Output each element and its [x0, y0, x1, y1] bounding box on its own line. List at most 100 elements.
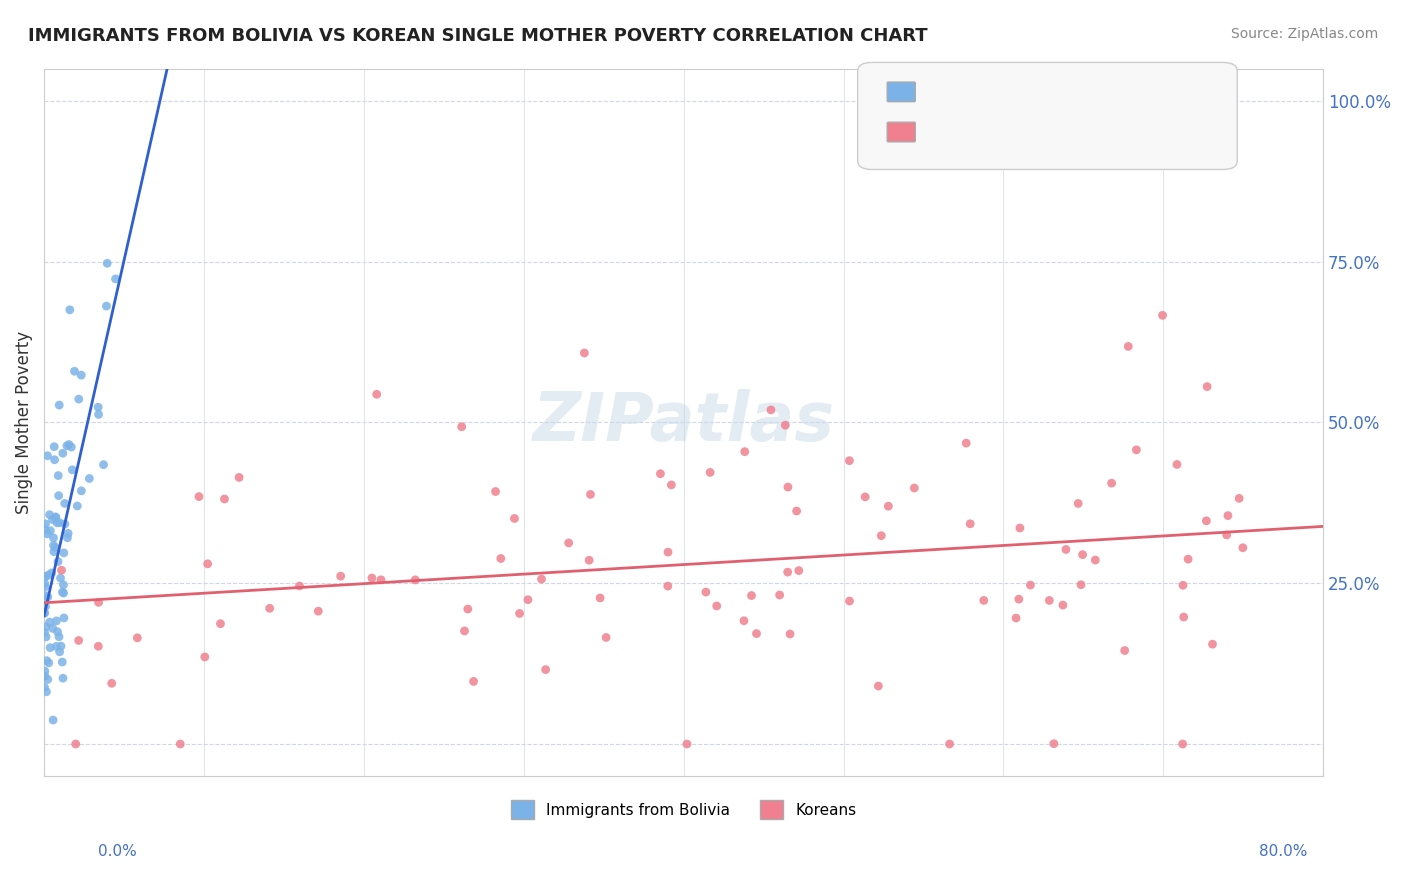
Text: IMMIGRANTS FROM BOLIVIA VS KOREAN SINGLE MOTHER POVERTY CORRELATION CHART: IMMIGRANTS FROM BOLIVIA VS KOREAN SINGLE…	[28, 27, 928, 45]
Point	[65, 737, 87, 751]
Point	[52, 611, 75, 625]
Point	[46, 555, 69, 569]
Point	[35, 569, 58, 583]
Point	[676, 737, 699, 751]
Point	[776, 480, 799, 494]
Point	[34, 681, 56, 695]
Point	[659, 478, 682, 492]
Point	[657, 579, 679, 593]
Point	[44, 440, 66, 454]
Point	[60, 463, 83, 477]
Point	[194, 650, 217, 665]
Point	[1114, 643, 1136, 657]
Point	[37, 590, 59, 604]
Point	[404, 573, 426, 587]
Point	[49, 639, 72, 653]
Point	[34, 580, 56, 594]
Point	[509, 607, 531, 621]
Point	[39, 524, 62, 538]
Point	[66, 499, 89, 513]
Point	[1005, 611, 1028, 625]
Point	[34, 606, 56, 620]
Point	[530, 572, 553, 586]
Point	[787, 564, 810, 578]
Point	[35, 589, 58, 603]
Point	[70, 483, 93, 498]
Point	[59, 302, 82, 317]
Point	[288, 579, 311, 593]
Point	[366, 387, 388, 401]
Point	[46, 516, 69, 530]
Point	[34, 669, 56, 683]
Point	[42, 531, 65, 545]
Point	[39, 640, 62, 655]
Point	[776, 565, 799, 579]
Point	[775, 418, 797, 433]
Point	[657, 545, 679, 559]
Point	[56, 526, 79, 541]
Point	[699, 466, 721, 480]
Point	[41, 566, 63, 580]
Point	[52, 671, 75, 685]
Point	[93, 458, 115, 472]
Text: 82: 82	[1069, 83, 1091, 101]
Point	[307, 604, 329, 618]
Point	[1195, 514, 1218, 528]
Point	[34, 620, 56, 634]
Text: 0.250: 0.250	[963, 123, 1015, 141]
Point	[67, 633, 90, 648]
Point	[733, 614, 755, 628]
Point	[1232, 541, 1254, 555]
Point	[955, 436, 977, 450]
Point	[56, 531, 79, 545]
Point	[853, 490, 876, 504]
Point	[87, 408, 110, 422]
Point	[959, 516, 981, 531]
Point	[38, 508, 60, 522]
Point	[52, 578, 75, 592]
Point	[48, 630, 70, 644]
Point	[35, 684, 58, 698]
Point	[34, 599, 56, 614]
Point	[870, 529, 893, 543]
Point	[1215, 528, 1237, 542]
Point	[557, 536, 579, 550]
Point	[56, 439, 79, 453]
Point	[42, 544, 65, 558]
Point	[938, 737, 960, 751]
Point	[51, 655, 73, 669]
Point	[1152, 309, 1174, 323]
Point	[51, 563, 73, 577]
Point	[70, 368, 93, 383]
Point	[228, 470, 250, 484]
Point	[740, 589, 762, 603]
Point	[973, 593, 995, 607]
Point	[42, 538, 65, 552]
Point	[769, 588, 792, 602]
Point	[534, 663, 557, 677]
Point	[1166, 458, 1188, 472]
Point	[503, 511, 526, 525]
Point	[259, 601, 281, 615]
Point	[484, 484, 506, 499]
Point	[370, 573, 392, 587]
Point	[48, 489, 70, 503]
Text: 80.0%: 80.0%	[1260, 845, 1308, 859]
Point	[96, 299, 118, 313]
Point	[52, 546, 75, 560]
Point	[1043, 737, 1066, 751]
Text: 0.0%: 0.0%	[98, 845, 138, 859]
Point	[1197, 379, 1219, 393]
Point	[51, 585, 73, 599]
Point	[838, 594, 860, 608]
Point	[44, 541, 66, 555]
Point	[838, 453, 860, 467]
Point	[60, 440, 83, 454]
Point	[52, 586, 75, 600]
Point	[1052, 598, 1074, 612]
Point	[1116, 339, 1139, 353]
Point	[45, 614, 67, 628]
Point	[1054, 542, 1077, 557]
Point	[463, 674, 485, 689]
Point	[104, 272, 127, 286]
